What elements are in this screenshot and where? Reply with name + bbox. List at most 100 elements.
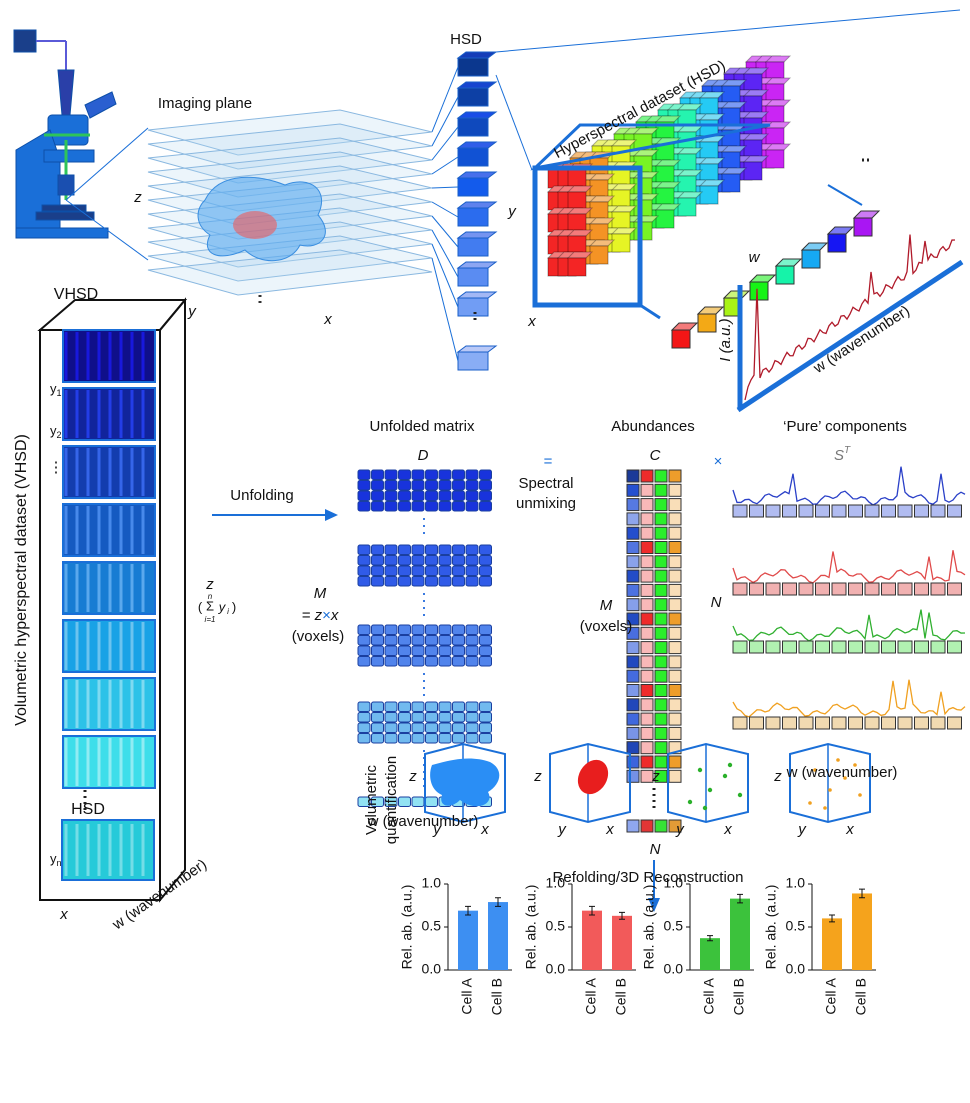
abundance-cell xyxy=(627,770,639,782)
label: z xyxy=(205,576,214,593)
pixel xyxy=(776,266,794,284)
component-cell xyxy=(948,583,962,595)
matrix-cell xyxy=(412,734,424,744)
abundance-cell xyxy=(655,742,667,754)
label: Σ xyxy=(206,598,214,613)
component-cell xyxy=(832,641,846,653)
matrix-cell xyxy=(399,625,411,635)
voxel xyxy=(722,174,740,192)
abundance-cell xyxy=(627,727,639,739)
abundance-cell xyxy=(655,756,667,768)
matrix-cell xyxy=(358,566,370,576)
component-cell xyxy=(898,641,912,653)
matrix-cell xyxy=(466,625,478,635)
component-cell xyxy=(816,717,830,729)
abundance-cell xyxy=(641,556,653,568)
abundance-cell xyxy=(641,484,653,496)
matrix-cell xyxy=(426,797,438,807)
component-cell xyxy=(799,583,813,595)
matrix-cell xyxy=(480,636,492,646)
matrix-cell xyxy=(453,734,465,744)
green-spot xyxy=(708,788,712,792)
voxel xyxy=(744,74,762,92)
abundance-cell xyxy=(655,685,667,697)
cube-top xyxy=(458,112,496,118)
m-equation: = z×x xyxy=(302,607,339,624)
cube xyxy=(458,298,488,316)
abundance-cell xyxy=(627,470,639,482)
matrix-cell xyxy=(372,636,384,646)
matrix-cell xyxy=(399,702,411,712)
component-cell xyxy=(915,505,929,517)
label: (voxels) xyxy=(580,618,633,635)
cube xyxy=(458,88,488,106)
pixel xyxy=(672,330,690,348)
component-cell xyxy=(733,505,747,517)
label: HSD xyxy=(71,801,105,818)
matrix-cell xyxy=(358,481,370,491)
label: w (wavenumber) xyxy=(810,302,913,377)
abundance-cell xyxy=(641,670,653,682)
component-cell xyxy=(816,583,830,595)
component-cell xyxy=(816,505,830,517)
abundance-cell xyxy=(669,542,681,554)
component-cell xyxy=(931,717,945,729)
matrix-cell xyxy=(358,625,370,635)
matrix-cell xyxy=(385,566,397,576)
abundance-cell xyxy=(641,470,653,482)
cube-top xyxy=(458,202,496,208)
spectrum xyxy=(745,235,955,400)
component-cell xyxy=(816,641,830,653)
voxel xyxy=(634,222,652,240)
abundance-cell xyxy=(655,527,667,539)
matrix-cell xyxy=(385,734,397,744)
matrix-cell xyxy=(412,625,424,635)
abundance-cell xyxy=(641,820,653,832)
component-cell xyxy=(931,505,945,517)
orange-spot xyxy=(828,788,832,792)
matrix-cell xyxy=(358,646,370,656)
abundance-cell xyxy=(627,699,639,711)
matrix-cell xyxy=(426,502,438,512)
matrix-cell xyxy=(480,734,492,744)
abundance-cell xyxy=(655,542,667,554)
bar xyxy=(612,916,632,970)
component-cell xyxy=(750,505,764,517)
voxel xyxy=(744,140,762,158)
voxel xyxy=(568,214,586,232)
abundance-cell xyxy=(641,627,653,639)
abundance-cell xyxy=(655,613,667,625)
y-tick-label: 1.0 xyxy=(664,875,684,891)
abundance-cell xyxy=(669,756,681,768)
component-cell xyxy=(766,583,780,595)
matrix-cell xyxy=(372,713,384,723)
imaging-plane-label: Imaging plane xyxy=(158,95,252,112)
frame xyxy=(640,305,660,318)
matrix-cell xyxy=(372,723,384,733)
voxel xyxy=(766,62,784,80)
y-tick-label: 0.0 xyxy=(422,961,442,977)
s-sup: T xyxy=(844,445,851,456)
y2-label: y2 xyxy=(50,423,62,440)
connector xyxy=(432,202,458,217)
voxel xyxy=(700,186,718,204)
label: w (wavenumber) xyxy=(786,764,898,781)
abundance-cell xyxy=(641,770,653,782)
matrix-cell xyxy=(480,625,492,635)
x-tick-label: Cell A xyxy=(459,977,475,1014)
voxel xyxy=(766,84,784,102)
matrix-cell xyxy=(412,566,424,576)
component-spectrum xyxy=(733,550,965,583)
label: y xyxy=(675,821,685,838)
y-tick-label: 1.0 xyxy=(786,875,806,891)
matrix-cell xyxy=(480,481,492,491)
y-tick-label: 0.5 xyxy=(422,918,442,934)
component-cell xyxy=(849,717,863,729)
matrix-cell xyxy=(453,625,465,635)
y-tick-label: 0.5 xyxy=(664,918,684,934)
matrix-cell xyxy=(439,556,451,566)
label: x xyxy=(527,313,536,330)
abundance-cell xyxy=(641,584,653,596)
matrix-cell xyxy=(412,545,424,555)
abundance-cell xyxy=(627,484,639,496)
